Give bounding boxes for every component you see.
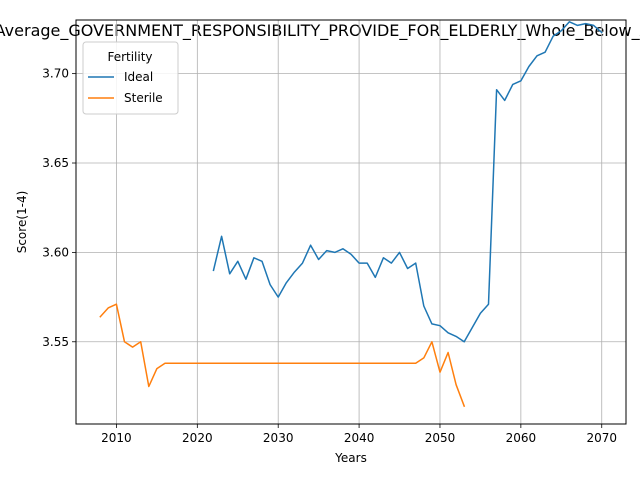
x-tick-label: 2030 [263,431,294,445]
legend-label-sterile: Sterile [124,91,163,105]
y-tick-label: 3.70 [42,67,69,81]
x-tick-label: 2040 [344,431,375,445]
x-tick-label: 2070 [586,431,617,445]
y-tick-label: 3.55 [42,335,69,349]
x-tick-label: 2020 [182,431,213,445]
x-tick-label: 2010 [101,431,132,445]
x-axis-label: Years [334,451,367,465]
legend: Fertility Ideal Sterile [82,41,179,115]
y-tick-label: 3.65 [42,156,69,170]
legend-box [82,41,179,115]
plot-frame [75,19,627,425]
legend-label-ideal: Ideal [124,70,153,84]
legend-title: Fertility [107,50,152,64]
series-line-sterile [99,303,466,408]
axis-ticks: 2010 2020 2030 2040 2050 2060 2070 3.55 3.60 3.65… [42,67,617,445]
y-tick-label: 3.60 [42,245,69,259]
grid [76,20,626,424]
series-line-ideal [212,21,603,343]
x-tick-label: 2060 [506,431,537,445]
x-tick-label: 2050 [425,431,456,445]
chart-title: Average_GOVERNMENT_RESPONSIBILITY_PROVID… [0,21,640,41]
y-axis-label: Score(1-4) [15,191,29,254]
series-lines [99,21,603,408]
